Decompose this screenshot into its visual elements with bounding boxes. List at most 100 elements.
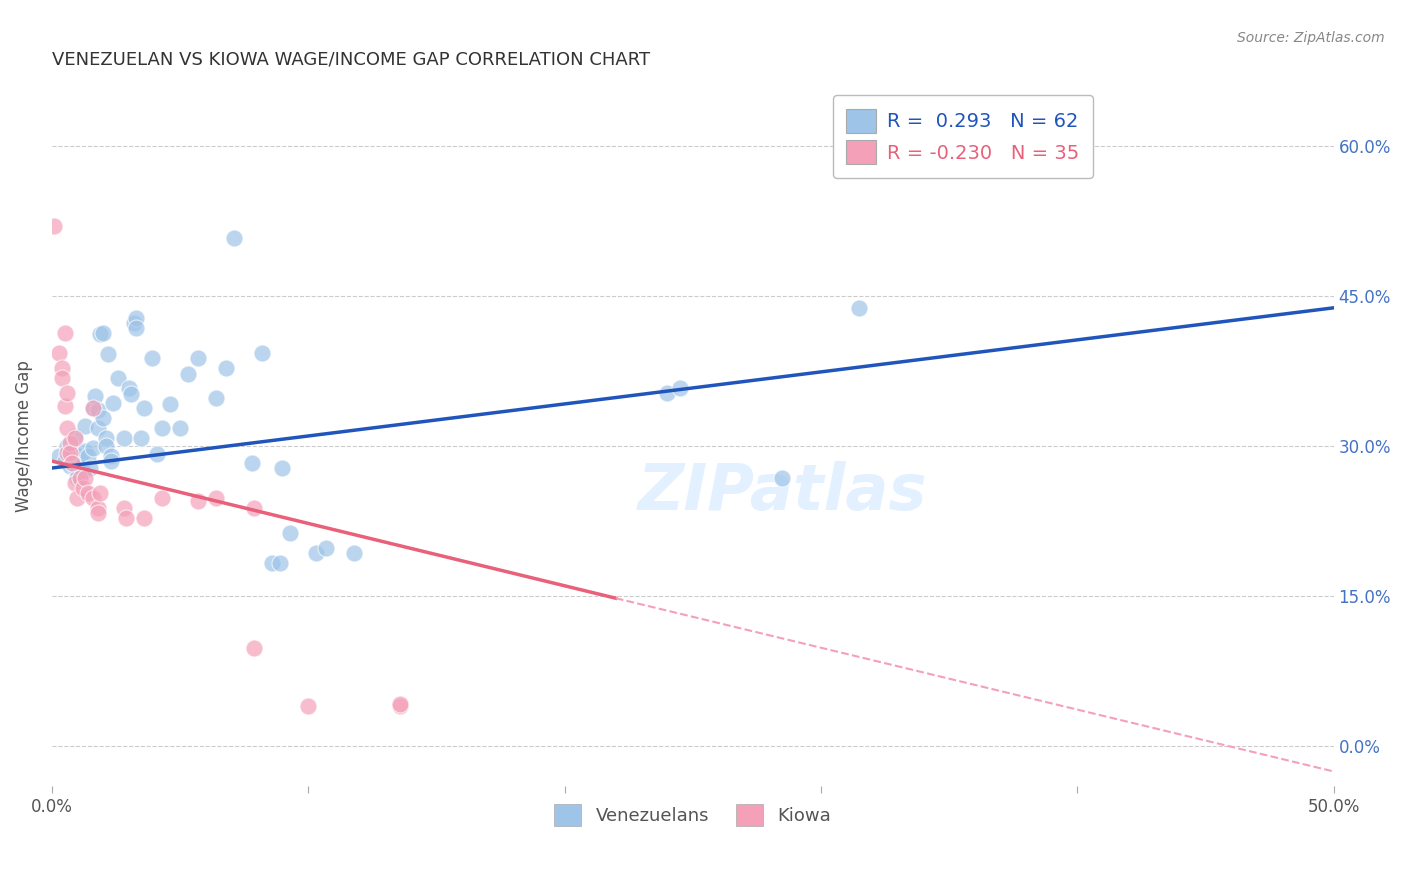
Point [56,421,79,435]
Point [655,386,678,401]
Point [107,371,129,385]
Point [343,546,366,560]
Point [59,458,82,473]
Point [69,471,91,485]
Point [89,326,111,341]
Point [222,231,245,245]
Legend: Venezuelans, Kiowa: Venezuelans, Kiowa [547,797,838,833]
Point [297,699,319,714]
Point [66,471,89,485]
Point [53,399,76,413]
Point [60,444,83,458]
Point [97,347,120,361]
Point [82,441,104,455]
Point [112,431,135,445]
Point [91,326,114,340]
Point [103,396,125,410]
Point [389,699,412,714]
Point [87,501,110,516]
Point [278,526,301,541]
Point [63,476,86,491]
Point [146,447,169,461]
Text: Source: ZipAtlas.com: Source: ZipAtlas.com [1237,31,1385,45]
Text: VENEZUELAN VS KIOWA WAGE/INCOME GAP CORRELATION CHART: VENEZUELAN VS KIOWA WAGE/INCOME GAP CORR… [52,51,650,69]
Y-axis label: Wage/Income Gap: Wage/Income Gap [15,360,32,512]
Point [63,429,86,443]
Point [169,421,191,435]
Point [243,641,266,656]
Point [141,351,163,365]
Point [75,444,97,458]
Point [305,546,328,560]
Point [315,541,337,556]
Point [125,310,148,325]
Point [87,506,110,520]
Point [76,486,98,500]
Point [262,556,284,570]
Point [271,461,294,475]
Point [69,449,91,463]
Point [389,698,412,712]
Point [132,401,155,415]
Point [115,511,138,525]
Point [72,457,94,471]
Point [100,454,122,468]
Point [240,456,263,470]
Point [205,391,228,405]
Point [75,471,97,485]
Point [48,346,70,360]
Point [51,360,73,375]
Point [44,219,66,233]
Point [72,481,94,495]
Point [125,321,148,335]
Point [79,461,101,475]
Point [59,436,82,450]
Point [60,456,83,470]
Point [94,431,117,445]
Point [89,486,111,500]
Point [669,381,692,395]
Point [56,386,79,401]
Point [112,501,135,516]
Point [82,401,104,415]
Point [159,397,181,411]
Point [100,449,122,463]
Point [51,371,73,385]
Point [53,454,76,468]
Point [122,316,145,330]
Text: ZIPatlas: ZIPatlas [638,461,927,523]
Point [72,464,94,478]
Point [53,326,76,340]
Point [205,491,228,505]
Point [770,471,793,485]
Point [66,491,89,505]
Point [187,494,209,508]
Point [215,360,238,375]
Point [66,464,89,478]
Point [84,389,107,403]
Point [132,511,155,525]
Point [76,449,98,463]
Point [87,421,110,435]
Point [118,381,141,395]
Point [56,446,79,460]
Point [131,431,153,445]
Point [269,556,291,570]
Point [848,301,870,315]
Point [56,439,79,453]
Point [63,431,86,445]
Point [243,501,266,516]
Point [63,454,86,468]
Point [87,403,110,417]
Point [94,439,117,453]
Point [82,491,104,505]
Point [91,411,114,425]
Point [48,449,70,463]
Point [75,419,97,434]
Point [82,401,104,415]
Point [150,421,173,435]
Point [150,491,173,505]
Point [187,351,209,365]
Point [250,346,273,360]
Point [59,446,82,460]
